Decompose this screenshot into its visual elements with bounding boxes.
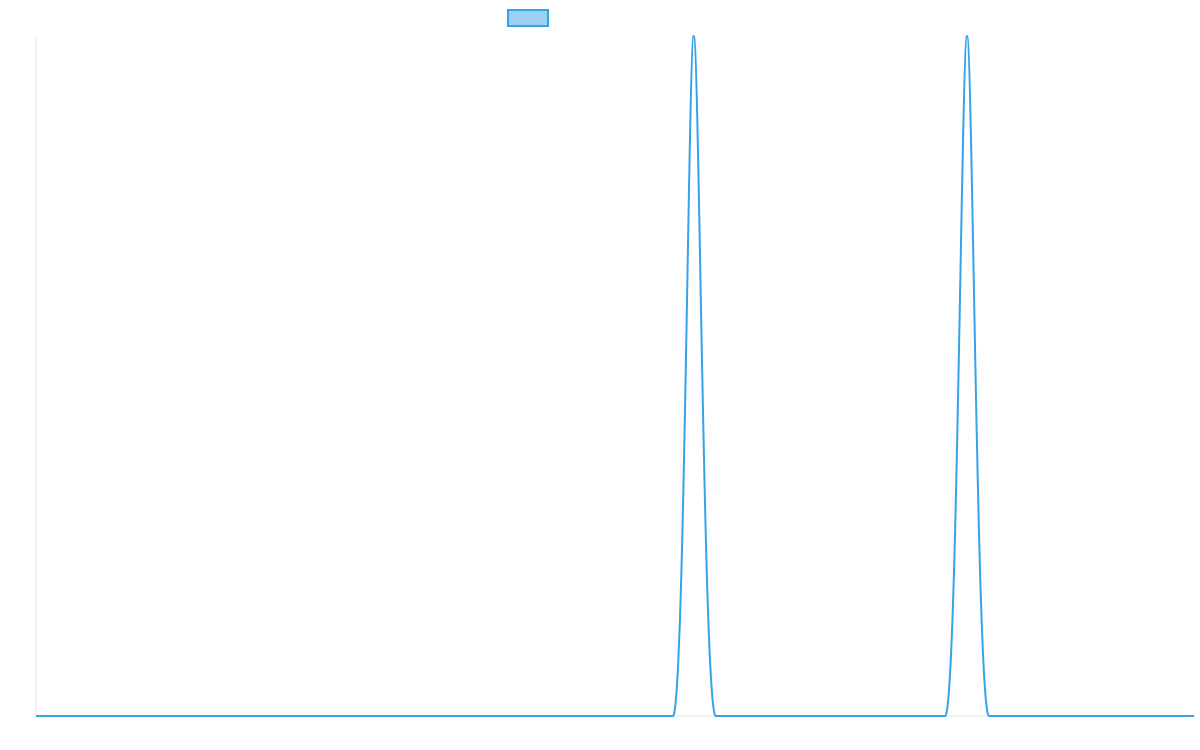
series-layer — [36, 34, 1194, 717]
axes — [35, 36, 1194, 717]
series-line-0[interactable] — [36, 34, 1194, 717]
legend-swatch[interactable] — [507, 9, 549, 27]
legend[interactable] — [507, 9, 549, 27]
